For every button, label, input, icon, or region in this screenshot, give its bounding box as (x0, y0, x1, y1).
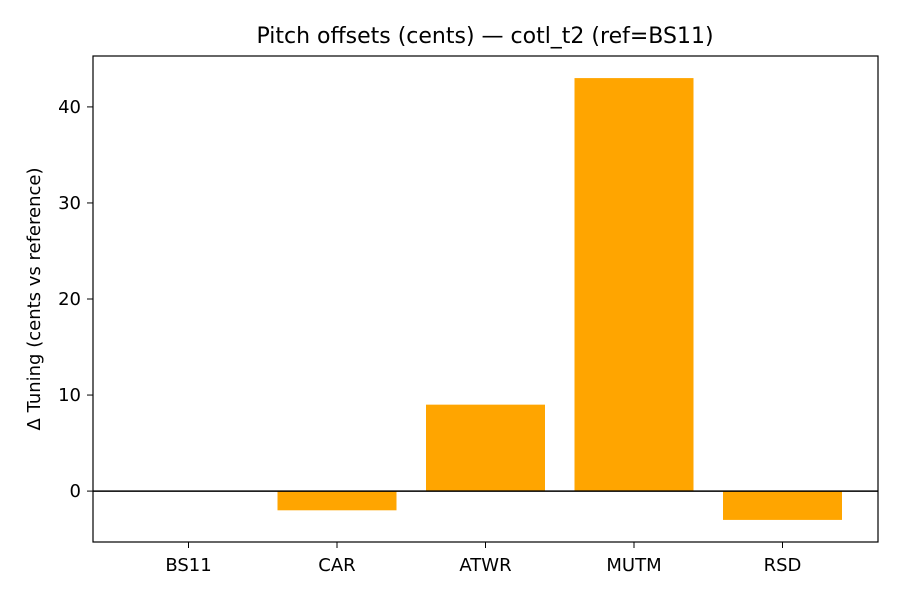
y-tick-label: 30 (58, 193, 81, 214)
bar-mutm (574, 78, 694, 492)
y-tick-label: 10 (58, 385, 81, 406)
plot-frame (92, 55, 879, 543)
x-tick-label: CAR (318, 555, 355, 576)
y-tick-label: 0 (70, 481, 81, 502)
y-tick-label: 20 (58, 289, 81, 310)
bars (277, 78, 842, 520)
axis-ticks: BS11 CAR ATWR MUTM RSD 0 10 20 30 40 (58, 97, 801, 576)
chart-title: Pitch offsets (cents) — cotl_t2 (ref=BS1… (256, 24, 713, 49)
x-tick-label: BS11 (165, 555, 211, 576)
bar-rsd (723, 491, 842, 520)
y-tick-label: 40 (58, 97, 81, 118)
y-axis-label: Δ Tuning (cents vs reference) (24, 168, 45, 431)
bar-car (277, 491, 397, 511)
x-tick-label: RSD (764, 555, 802, 576)
x-tick-label: ATWR (459, 555, 511, 576)
x-tick-label: MUTM (606, 555, 661, 576)
bar-atwr (426, 404, 545, 492)
